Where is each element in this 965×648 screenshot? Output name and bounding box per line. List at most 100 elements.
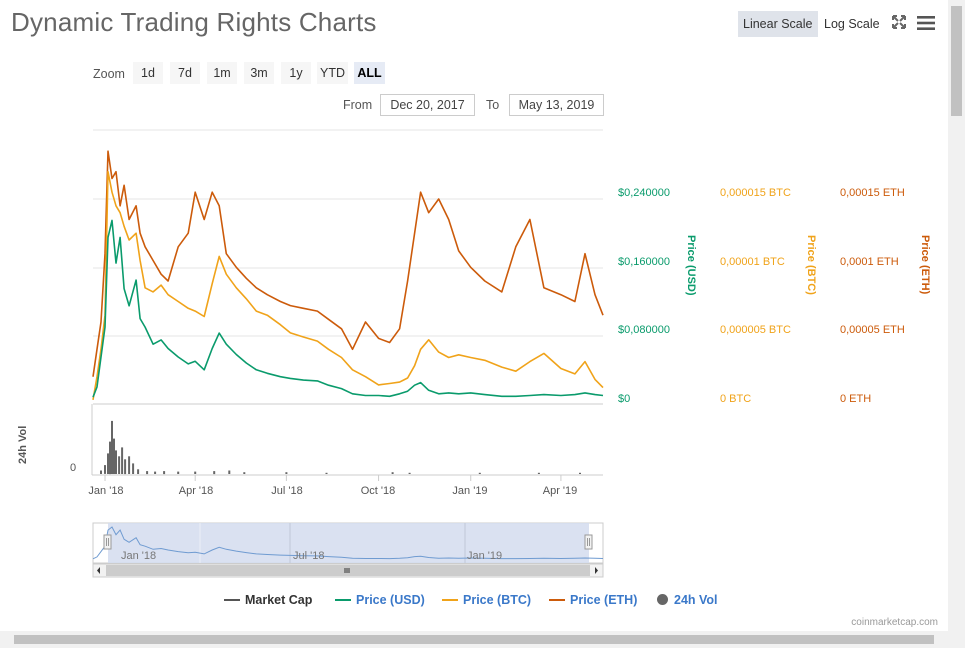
legend-label: Price (USD)	[356, 593, 425, 607]
volume-bar	[285, 472, 288, 474]
grid-lines	[93, 129, 603, 405]
navigator-selection[interactable]	[108, 523, 589, 563]
volume-pane: 24h Vol 0	[17, 404, 603, 476]
volume-bar	[478, 472, 481, 474]
volume-bar	[579, 472, 581, 474]
hamburger-menu-icon[interactable]	[916, 14, 936, 37]
volume-axis-title: 24h Vol	[17, 426, 29, 464]
to-date-input[interactable]	[509, 94, 604, 116]
legend-label: Market Cap	[245, 593, 313, 607]
volume-bar	[325, 472, 328, 474]
usd-tick-label: $0,080000	[618, 324, 670, 336]
volume-bar	[104, 465, 106, 474]
volume-bar	[128, 456, 131, 474]
credits-link[interactable]: coinmarketcap.com	[851, 617, 938, 628]
legend-swatch	[549, 598, 565, 601]
legend-label: Price (BTC)	[463, 593, 532, 607]
legend-swatch	[335, 598, 351, 601]
usd-axis: $0,240000 $0,160000 $0,080000 $0 Price (…	[618, 187, 697, 405]
zoom-1d-button[interactable]: 1d	[133, 62, 163, 84]
legend-dot	[657, 594, 668, 606]
series-line-btc	[92, 170, 604, 401]
volume-bar	[163, 471, 166, 475]
volume-bar	[228, 470, 231, 474]
eth-tick-label: 0 ETH	[840, 393, 871, 405]
scroll-left-arrow-icon[interactable]	[97, 567, 100, 574]
linear-scale-button[interactable]: Linear Scale	[738, 11, 818, 37]
navigator-tick-label: Jan '18	[121, 550, 156, 562]
navigator-scrollbar-thumb[interactable]	[106, 565, 590, 576]
eth-tick-label: 0,0001 ETH	[840, 256, 899, 268]
btc-tick-label: 0,000005 BTC	[720, 324, 791, 336]
series-line-usd	[92, 219, 604, 398]
vertical-scrollbar[interactable]	[948, 0, 965, 648]
zoom-label: Zoom	[93, 67, 125, 81]
legend-label: 24h Vol	[674, 593, 718, 607]
zoom-all-button[interactable]: ALL	[354, 62, 385, 84]
price-chart: $0,240000 $0,160000 $0,080000 $0 Price (…	[17, 129, 931, 578]
horizontal-scrollbar[interactable]	[0, 631, 948, 648]
volume-bar	[194, 471, 197, 474]
navigator-scrollbar[interactable]	[92, 563, 604, 578]
legend-label: Price (ETH)	[570, 593, 638, 607]
volume-bar	[243, 472, 246, 474]
legend-item-price-eth[interactable]: Price (ETH)	[549, 593, 637, 607]
log-scale-button[interactable]: Log Scale	[824, 17, 880, 31]
navigator-series-line	[92, 526, 604, 560]
volume-bar	[213, 471, 216, 475]
zoom-3m-button[interactable]: 3m	[244, 62, 274, 84]
eth-axis: 0,00015 ETH 0,0001 ETH 0,00005 ETH 0 ETH…	[840, 187, 931, 405]
from-label: From	[343, 98, 373, 112]
fullscreen-icon[interactable]	[891, 14, 907, 35]
btc-tick-label: 0,00001 BTC	[720, 256, 785, 268]
volume-bar	[111, 420, 113, 474]
legend-item-market-cap[interactable]: Market Cap	[224, 593, 312, 607]
usd-tick-label: $0	[618, 393, 630, 405]
volume-bar	[109, 441, 111, 475]
navigator-tick-label: Jul '18	[293, 550, 324, 562]
volume-bar	[146, 471, 149, 475]
zoom-ytd-button[interactable]: YTD	[317, 62, 348, 84]
volume-bar	[113, 438, 115, 474]
eth-tick-label: 0,00005 ETH	[840, 324, 905, 336]
volume-tick-label: 0	[70, 462, 76, 474]
volume-bar	[107, 453, 109, 474]
navigator-left-handle[interactable]	[103, 534, 112, 550]
horizontal-scrollbar-thumb[interactable]	[14, 635, 934, 644]
usd-axis-title: Price (USD)	[685, 235, 697, 296]
zoom-7d-button[interactable]: 7d	[170, 62, 200, 84]
btc-tick-label: 0,000015 BTC	[720, 187, 791, 199]
navigator-tick-label: Jan '19	[467, 550, 502, 562]
volume-bar	[408, 472, 411, 474]
page-title: Dynamic Trading Rights Charts	[11, 7, 377, 37]
legend-item-24h-vol[interactable]: 24h Vol	[657, 593, 718, 607]
btc-tick-label: 0 BTC	[720, 393, 751, 405]
eth-axis-title: Price (ETH)	[919, 235, 931, 295]
volume-bar	[391, 472, 394, 474]
btc-axis-title: Price (BTC)	[805, 235, 817, 295]
zoom-1y-button[interactable]: 1y	[281, 62, 311, 84]
volume-bar	[118, 456, 121, 474]
navigator[interactable]: Jan '18 Jul '18 Jan '19	[92, 522, 604, 578]
eth-tick-label: 0,00015 ETH	[840, 187, 905, 199]
volume-bar	[121, 447, 124, 474]
x-axis: Jan '18 Apr '18 Jul '18 Oct '18 Jan '19 …	[88, 475, 577, 497]
vertical-scrollbar-thumb[interactable]	[951, 6, 962, 116]
legend-swatch	[224, 598, 240, 601]
series-line-eth	[92, 150, 604, 377]
x-tick-label: Jan '18	[88, 485, 123, 497]
volume-bar	[115, 450, 117, 474]
btc-axis: 0,000015 BTC 0,00001 BTC 0,000005 BTC 0 …	[720, 187, 817, 405]
x-tick-label: Apr '19	[543, 485, 578, 497]
legend-swatch	[442, 598, 458, 601]
from-date-input[interactable]	[380, 94, 475, 116]
price-series-lines	[92, 150, 604, 401]
navigator-right-handle[interactable]	[584, 534, 593, 550]
legend-item-price-usd[interactable]: Price (USD)	[335, 593, 425, 607]
volume-bar	[132, 463, 135, 474]
zoom-1m-button[interactable]: 1m	[207, 62, 237, 84]
usd-tick-label: $0,160000	[618, 256, 670, 268]
x-tick-label: Jul '18	[271, 485, 302, 497]
scroll-right-arrow-icon[interactable]	[595, 567, 598, 574]
legend-item-price-btc[interactable]: Price (BTC)	[442, 593, 531, 607]
